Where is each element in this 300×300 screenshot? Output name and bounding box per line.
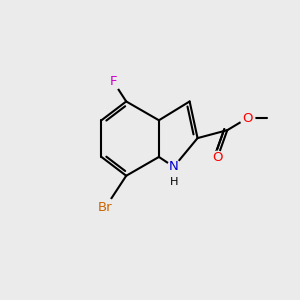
Text: O: O xyxy=(212,152,223,164)
Text: O: O xyxy=(242,112,252,125)
Text: F: F xyxy=(110,75,117,88)
Text: H: H xyxy=(169,177,178,187)
Text: N: N xyxy=(169,160,179,173)
Text: Br: Br xyxy=(98,201,113,214)
